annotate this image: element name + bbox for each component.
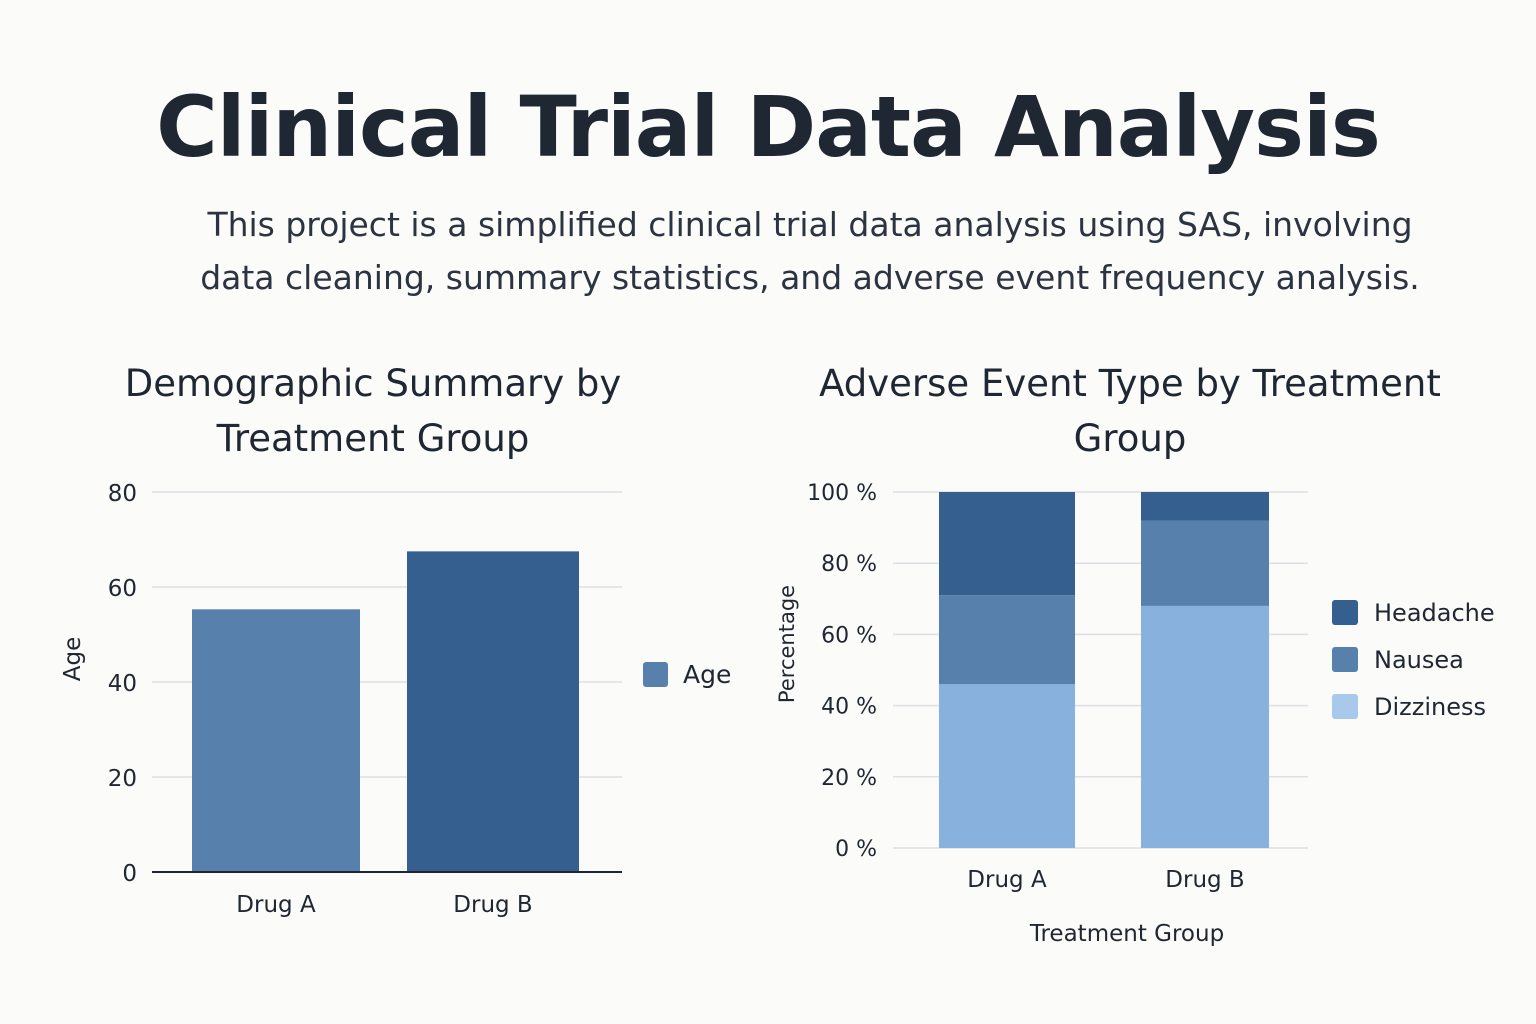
bar-segment-drug-a-dizziness (939, 684, 1075, 848)
legend-label-dizziness: Dizziness (1374, 693, 1486, 721)
legend-label-nausea: Nausea (1374, 646, 1464, 674)
legend-label-age: Age (683, 660, 731, 689)
bar-segment-drug-a-headache (939, 492, 1075, 596)
legend-swatch-nausea (1332, 647, 1358, 672)
y-tick-label: 20 (108, 766, 137, 792)
y-axis-label: Age (60, 637, 86, 681)
bar-segment-drug-b-headache (1141, 492, 1269, 521)
legend-label-headache: Headache (1374, 599, 1495, 627)
x-tick-label: Drug B (453, 892, 532, 918)
legend-swatch-dizziness (1332, 694, 1358, 719)
demographic-bar-chart: 0 20 40 60 80 Drug A Drug B Age Age (60, 481, 731, 918)
x-tick-label: Drug B (1165, 867, 1244, 893)
y-tick-label: 40 % (821, 695, 877, 720)
bar-segment-drug-b-nausea (1141, 520, 1269, 606)
legend-swatch-headache (1332, 600, 1358, 625)
y-tick-label: 60 (108, 576, 137, 602)
demographic-chart-title: Demographic Summary by Treatment Group (124, 362, 622, 460)
bar-drug-b (407, 551, 579, 872)
y-tick-label: 0 % (835, 837, 877, 862)
page-subtitle: This project is a simplified clinical tr… (200, 205, 1420, 297)
adverse-event-chart-title: Adverse Event Type by Treatment Group (819, 362, 1441, 460)
y-tick-label: 20 % (821, 766, 877, 791)
x-axis-label: Treatment Group (1029, 921, 1224, 947)
bar-segment-drug-b-dizziness (1141, 605, 1269, 848)
y-tick-label: 80 (108, 481, 137, 507)
y-tick-label: 40 (108, 671, 137, 697)
bar-segment-drug-a-nausea (939, 595, 1075, 685)
x-tick-label: Drug A (236, 892, 316, 918)
y-tick-label: 100 % (807, 481, 877, 506)
bar-drug-a (192, 609, 360, 872)
x-tick-label: Drug A (967, 867, 1047, 893)
y-tick-label: 60 % (821, 623, 877, 648)
legend-swatch-age (643, 662, 668, 687)
y-axis-label: Percentage (775, 585, 799, 703)
page-title: Clinical Trial Data Analysis (156, 78, 1381, 176)
y-tick-label: 0 (122, 861, 137, 887)
y-tick-label: 80 % (821, 552, 877, 577)
